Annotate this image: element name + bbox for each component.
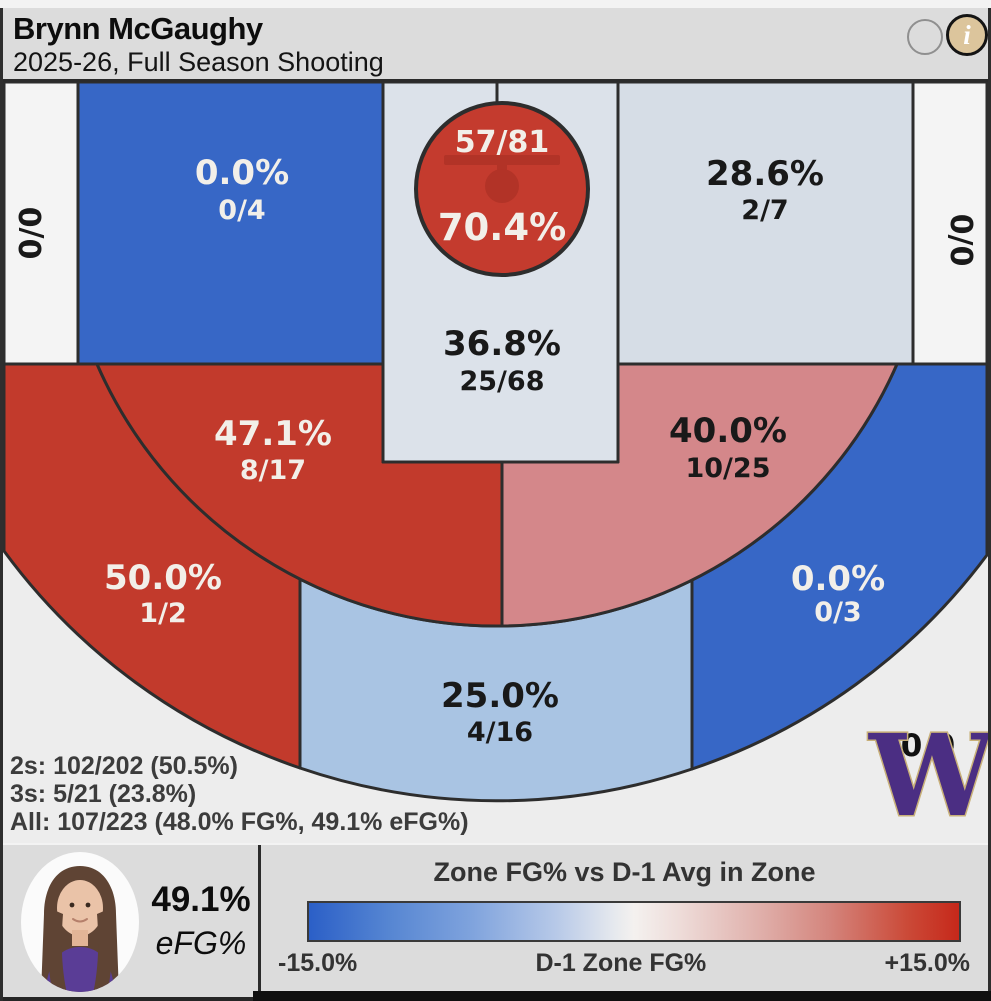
widget-border-right (988, 8, 991, 1001)
header: Brynn McGaughy 2025-26, Full Season Shoo… (3, 8, 988, 82)
widget-border-left (0, 8, 3, 1001)
zone-label-shots: 8/17 (240, 455, 306, 486)
legend-axis-labels: -15.0% D-1 Zone FG% +15.0% (278, 949, 970, 978)
legend-max-label: +15.0% (884, 949, 971, 977)
legend-mid-label: D-1 Zone FG% (535, 949, 707, 977)
zone-midrange-baseline-left[interactable] (76, 82, 385, 366)
player-photo (21, 852, 139, 992)
shot-chart-court: 0.0% 0/4 57/81 70.4% 28.6% 2/7 36.8% 25/… (2, 82, 991, 844)
hoop-icon (444, 155, 560, 203)
zone-label-pct: 50.0% (104, 558, 222, 598)
team-logo-w: W (868, 711, 991, 842)
zone-midrange-elbow-right[interactable] (500, 362, 899, 628)
zone-label-pct: 28.6% (706, 154, 824, 194)
zone-label-pct: 70.4% (438, 206, 566, 249)
zone-label-pct: 40.0% (669, 411, 787, 451)
zone-label-shots: 4/16 (467, 717, 533, 748)
zone-label-pct: 0.0% (195, 153, 289, 193)
zone-label-shots-corner-right: 0/0 (943, 214, 978, 267)
zone-label-shots: 2/7 (741, 195, 788, 226)
info-icon[interactable]: i (946, 14, 988, 56)
zone-label-shots: 0/4 (218, 195, 265, 226)
zone-label-pct: 0.0% (791, 559, 885, 599)
efg-value: 49.1% (151, 880, 251, 919)
player-name-title: Brynn McGaughy (13, 11, 263, 46)
panel-divider (258, 845, 261, 997)
zone-label-shots: 0/3 (814, 597, 861, 628)
legend-min-label: -15.0% (278, 949, 358, 977)
legend-title: Zone FG% vs D-1 Avg in Zone (433, 857, 816, 887)
zone-midrange-elbow-left[interactable] (95, 362, 504, 628)
blank-circle-button[interactable] (907, 19, 943, 55)
zone-label-shots-corner-left: 0/0 (14, 207, 49, 260)
zone-label-shots: 1/2 (139, 598, 186, 629)
season-subtitle: 2025-26, Full Season Shooting (13, 47, 384, 77)
efg-label: eFG% (155, 924, 247, 961)
zone-label-pct: 36.8% (443, 324, 561, 364)
color-legend: Zone FG% vs D-1 Avg in Zone -15.0% D-1 Z… (261, 845, 988, 997)
zone-label-pct: 47.1% (214, 414, 332, 454)
bottom-divider-bar (253, 991, 991, 1001)
efg-summary: 49.1% eFG% (143, 877, 259, 964)
zone-label-shots-deep: 0/0 (901, 728, 955, 764)
legend-gradient-bar (307, 901, 961, 942)
zone-corner3-right[interactable] (911, 82, 989, 366)
zone-label-shots: 25/68 (459, 366, 544, 397)
zone-midrange-baseline-right[interactable] (616, 82, 915, 366)
zone-label-pct: 25.0% (441, 676, 559, 716)
zone-label-shots: 57/81 (455, 125, 549, 160)
footer-panel: 49.1% eFG% Zone FG% vs D-1 Avg in Zone -… (3, 845, 988, 1001)
zone-label-shots: 10/25 (685, 453, 770, 484)
